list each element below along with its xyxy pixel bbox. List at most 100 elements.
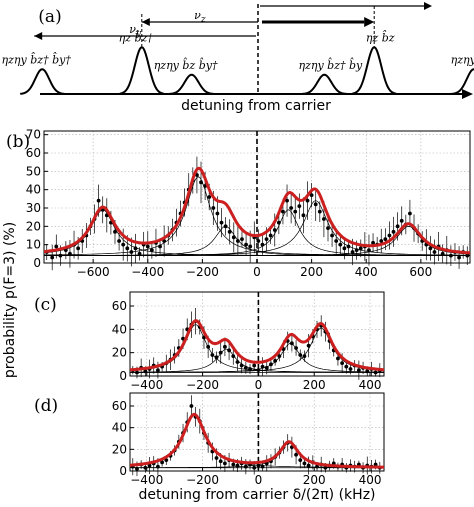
data-point xyxy=(145,244,150,249)
panel-label-a: (a) xyxy=(38,7,61,27)
panel-label: (c) xyxy=(34,295,57,315)
x-tick-label: 200 xyxy=(303,473,326,487)
data-point xyxy=(346,244,351,249)
data-point xyxy=(358,246,363,251)
data-point xyxy=(210,353,215,357)
data-point xyxy=(218,350,223,355)
x-axis-label: detuning from carrier δ/(2π) (kHz) xyxy=(138,487,375,503)
data-point xyxy=(276,220,281,225)
data-point xyxy=(334,239,339,243)
y-tick-label: 70 xyxy=(26,128,41,142)
data-point xyxy=(244,242,248,247)
data-point xyxy=(305,198,310,203)
data-point xyxy=(76,246,81,251)
sideband-label-3: ηzηy b̂z† b̂y xyxy=(299,57,364,71)
data-point xyxy=(54,244,59,249)
data-point xyxy=(156,368,160,373)
x-tick-label: 0 xyxy=(255,378,263,392)
data-point xyxy=(239,363,244,368)
y-tick-label: 40 xyxy=(112,322,127,336)
data-point xyxy=(68,251,72,256)
data-point xyxy=(340,361,345,366)
data-point xyxy=(342,246,347,251)
nu-z-label: νz xyxy=(194,9,206,25)
data-point xyxy=(428,246,433,251)
data-point xyxy=(129,250,134,254)
data-point xyxy=(297,204,302,209)
sideband-peak-4 xyxy=(352,46,397,95)
y-tick-label: 60 xyxy=(112,399,127,413)
data-point xyxy=(373,462,378,467)
y-tick-label: 20 xyxy=(112,442,127,456)
x-tick-label: −400 xyxy=(130,378,163,392)
x-tick-label: 0 xyxy=(253,265,261,279)
data-point xyxy=(269,362,273,367)
y-tick-label: 0 xyxy=(33,256,41,270)
top-arrowhead xyxy=(424,2,432,10)
data-point xyxy=(294,346,298,350)
data-point xyxy=(96,198,101,203)
panel-label: (d) xyxy=(34,396,58,416)
nu-z-arrowhead xyxy=(141,18,150,26)
sideband-label-2: ηzηy b̂z b̂y† xyxy=(154,57,218,71)
data-point xyxy=(294,452,298,457)
data-point xyxy=(348,367,353,371)
x-tick-label: −200 xyxy=(186,473,219,487)
schematic-panel: (a) detuning from carrier ηzηy b̂z† b̂y† ηz… xyxy=(2,2,474,114)
data-point xyxy=(301,213,306,218)
sideband-peak-2 xyxy=(169,73,214,95)
x-tick-label: 200 xyxy=(303,378,326,392)
sideband-peak-1 xyxy=(119,46,164,95)
sideband-peak-0 xyxy=(20,68,65,95)
data-point xyxy=(218,459,223,464)
nu-y-symbol: ν xyxy=(129,23,136,36)
x-tick-label: −200 xyxy=(186,378,219,392)
y-tick-label: 20 xyxy=(26,219,41,233)
data-point xyxy=(344,364,349,369)
data-point xyxy=(457,255,461,260)
data-point xyxy=(231,235,236,240)
data-point xyxy=(365,369,370,374)
fit-curve xyxy=(129,319,385,372)
data-point xyxy=(260,364,265,369)
data-point xyxy=(223,224,228,229)
data-point xyxy=(395,224,400,229)
data-point xyxy=(408,211,412,216)
y-tick-label: 0 xyxy=(119,464,127,478)
data-point xyxy=(143,465,148,470)
data-point xyxy=(399,218,404,223)
data-point xyxy=(227,348,231,353)
data-point xyxy=(160,460,164,465)
data-point xyxy=(189,404,194,408)
data-point xyxy=(356,368,361,373)
x-tick-label: −400 xyxy=(130,473,163,487)
nu-z-symbol: ν xyxy=(194,9,201,22)
data-point xyxy=(256,239,261,243)
data-point xyxy=(285,198,289,203)
data-point xyxy=(223,461,227,466)
data-point xyxy=(149,248,154,253)
sideband-peak-3 xyxy=(302,73,347,95)
fit-curve xyxy=(43,166,471,255)
component-curve-0 xyxy=(129,414,384,468)
nu-y-arrowhead xyxy=(34,32,43,40)
data-point xyxy=(117,239,121,243)
nu-y-label: νy xyxy=(129,23,142,39)
data-point xyxy=(164,458,169,463)
data-point xyxy=(143,369,148,374)
data-point xyxy=(330,233,334,238)
sideband-label-5: ηzηy b̂z b̂y xyxy=(451,52,474,66)
data-point xyxy=(264,237,269,242)
data-point xyxy=(302,461,307,466)
data-point xyxy=(223,344,227,349)
data-point xyxy=(211,206,216,210)
y-tick-label: 60 xyxy=(112,299,127,313)
data-point xyxy=(306,463,311,468)
data-point xyxy=(58,253,63,258)
plot-frame xyxy=(129,392,385,472)
data-point xyxy=(323,465,328,470)
panel-c: −400 −200 0 200 400 0 20 40 60 (c) xyxy=(34,291,385,392)
nu-z-subscript: z xyxy=(200,15,206,25)
detuning-axis-arrowhead xyxy=(462,89,473,99)
